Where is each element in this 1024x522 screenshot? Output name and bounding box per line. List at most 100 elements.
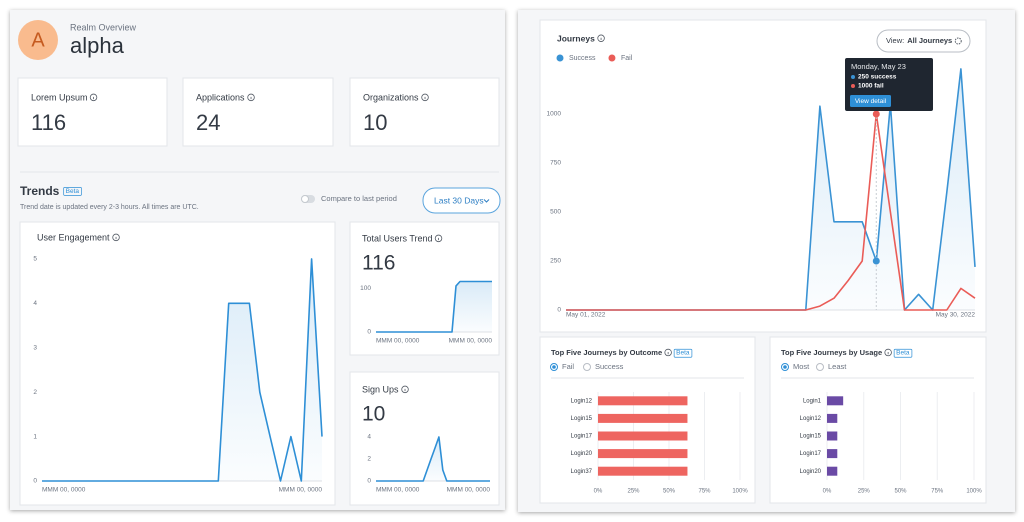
- hover-dot: [872, 110, 880, 118]
- stat-value: 116: [31, 110, 66, 135]
- y-tick-label: Login17: [800, 451, 822, 457]
- y-tick-label: Login15: [571, 416, 593, 422]
- info-icon: [89, 93, 98, 102]
- radio-dot: [552, 365, 556, 369]
- avatar-letter: A: [31, 29, 45, 51]
- x-tick-label: MMM 00, 0000: [376, 487, 420, 494]
- y-tick-label: 0: [367, 329, 371, 336]
- range-button[interactable]: [422, 187, 501, 214]
- x-tick-label: 0%: [823, 489, 832, 495]
- y-tick-label: 2: [367, 456, 371, 463]
- line: [42, 258, 323, 482]
- bar: [598, 396, 688, 406]
- info-icon: [401, 385, 409, 394]
- tooltip-button-label: View detail: [855, 98, 887, 105]
- legend-label: Success: [569, 55, 596, 62]
- info-icon: [421, 93, 429, 102]
- legend-swatch: [556, 54, 564, 62]
- x-tick-label: 100%: [966, 489, 982, 495]
- y-tick-label: 100: [360, 285, 371, 292]
- radio-label: Least: [828, 362, 847, 371]
- y-tick-label: 4: [33, 300, 37, 307]
- chart-card: [769, 336, 987, 504]
- line: [566, 113, 976, 311]
- radio[interactable]: [583, 363, 591, 371]
- bar: [827, 396, 844, 406]
- chart-title: Total Users Trend: [362, 233, 433, 243]
- legend-label: Fail: [621, 55, 633, 62]
- chart-title: Sign Ups: [362, 384, 399, 394]
- x-tick-label: MMM 00, 0000: [279, 487, 323, 494]
- info-icon: [434, 234, 443, 243]
- bar: [598, 413, 688, 423]
- chart-title: Top Five Journeys by Usage: [781, 348, 882, 357]
- x-tick-label: 25%: [858, 489, 871, 495]
- settings-icon: [954, 37, 962, 45]
- x-tick-label: May 01, 2022: [566, 312, 606, 319]
- chart-big-value: 116: [362, 252, 395, 275]
- chart-big-value: 10: [362, 403, 385, 426]
- trends-note: Trend date is updated every 2-3 hours. A…: [20, 204, 199, 211]
- toggle-label: Compare to last period: [321, 194, 397, 203]
- tooltip-line: 1000 fail: [858, 83, 884, 90]
- radio[interactable]: [816, 363, 824, 371]
- tooltip-title: Monday, May 23: [851, 62, 906, 71]
- beta-badge: [893, 348, 913, 358]
- y-tick-label: 750: [550, 160, 561, 167]
- tooltip-button[interactable]: [850, 95, 891, 107]
- x-tick-label: MMM 00, 0000: [449, 338, 493, 345]
- info-icon: [112, 233, 120, 242]
- bar: [598, 431, 688, 441]
- legend-swatch: [608, 54, 616, 62]
- view-selector[interactable]: [876, 29, 971, 53]
- beta-badge: [673, 348, 693, 358]
- x-tick-label: MMM 00, 0000: [42, 487, 86, 494]
- x-tick-label: MMM 00, 0000: [447, 487, 491, 494]
- chart-title: Top Five Journeys by Outcome: [551, 348, 662, 357]
- stat-label: Organizations: [363, 92, 419, 102]
- stat-card: [349, 77, 500, 147]
- x-tick-label: May 30, 2022: [936, 312, 976, 319]
- x-tick-label: 25%: [627, 489, 640, 495]
- radio-dot: [783, 365, 787, 369]
- info-icon: [597, 34, 605, 42]
- toggle-knob: [301, 195, 309, 203]
- bar: [827, 431, 838, 441]
- x-tick-label: 50%: [663, 489, 676, 495]
- y-tick-label: Login20: [800, 469, 822, 475]
- info-icon: [247, 93, 255, 102]
- beta-badge-label: Beta: [676, 350, 690, 357]
- x-tick-label: 50%: [894, 489, 907, 495]
- trends-title: Trends: [20, 184, 60, 198]
- y-tick-label: 3: [33, 344, 37, 351]
- range-button-label: Last 30 Days: [434, 195, 484, 205]
- bar: [827, 449, 838, 459]
- y-tick-label: Login1: [803, 398, 822, 404]
- beta-badge-label: Beta: [896, 350, 910, 357]
- x-tick-label: 0%: [594, 489, 603, 495]
- chart-card: [19, 221, 336, 506]
- beta-badge: [63, 187, 82, 196]
- stat-card: [17, 77, 168, 147]
- y-tick-label: 1000: [547, 111, 562, 118]
- y-tick-label: Login20: [571, 451, 593, 457]
- bar: [598, 449, 688, 459]
- chart-title: Journeys: [557, 33, 595, 43]
- area: [42, 258, 322, 481]
- y-tick-label: Login17: [571, 434, 593, 440]
- stat-card: [182, 77, 334, 147]
- line: [376, 436, 490, 482]
- y-tick-label: 4: [367, 434, 371, 441]
- radio-label: Fail: [562, 362, 574, 371]
- y-tick-label: 250: [550, 258, 561, 265]
- area: [376, 437, 490, 481]
- line: [376, 280, 492, 333]
- tooltip-line: 250 success: [858, 74, 897, 81]
- info-icon: [664, 348, 672, 357]
- chart-title: User Engagement: [37, 232, 110, 242]
- chart-card: [349, 371, 500, 506]
- bar: [827, 466, 838, 476]
- header-subtitle: Realm Overview: [70, 22, 137, 32]
